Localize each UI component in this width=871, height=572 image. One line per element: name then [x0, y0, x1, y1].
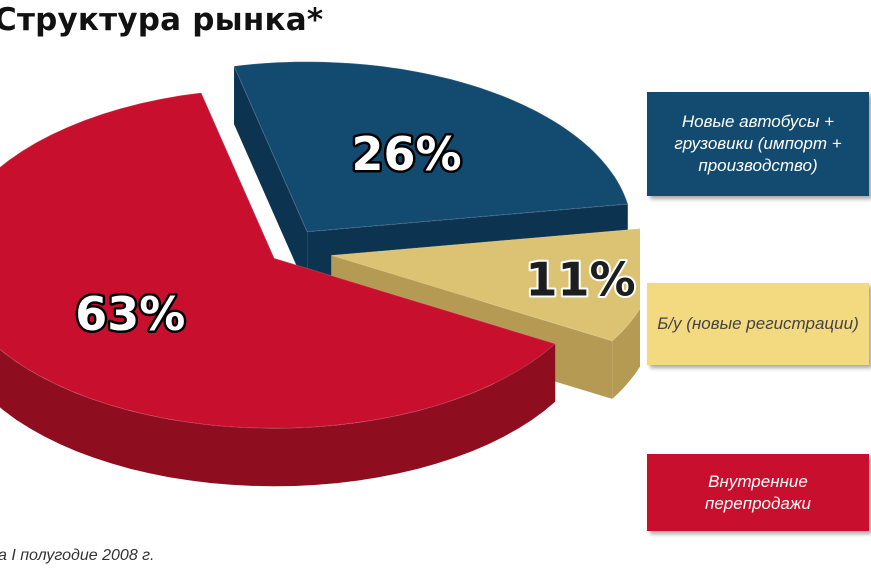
legend-item-new-buses-trucks: Новые автобусы + грузовики (импорт + про… [647, 92, 869, 196]
slice-side-used-registrations [612, 308, 640, 399]
slice-top-used-registrations [331, 228, 640, 342]
pie-top-faces [0, 61, 640, 429]
legend-label-new-buses-trucks: Новые автобусы + грузовики (импорт + про… [674, 112, 842, 175]
legend-item-domestic-resales: Внутренние перепродажи [647, 454, 869, 531]
slice-top-new-buses-trucks [233, 61, 629, 233]
slice-label-used-registrations: 11% [526, 252, 636, 306]
chart-title: Структура рынка* [0, 2, 324, 38]
pie-chart: 26% 11% 63% [0, 61, 640, 487]
legend-item-used-registrations: Б/у (новые регистрации) [647, 283, 869, 365]
legend-label-used-registrations: Б/у (новые регистрации) [657, 314, 859, 333]
slice-cut-face-new-buses-trucks [234, 66, 308, 290]
legend-label-domestic-resales: Внутренние перепродажи [705, 471, 811, 513]
slice-top-domestic-resales [0, 92, 557, 429]
footnote: а I полугодие 2008 г. [0, 547, 155, 564]
slice-label-new-buses-trucks: 26% [352, 127, 462, 181]
slice-side-domestic-resales [0, 343, 556, 487]
slice-label-domestic-resales: 63% [75, 287, 185, 341]
pie-slice-labels: 26% 11% 63% [73, 125, 638, 344]
